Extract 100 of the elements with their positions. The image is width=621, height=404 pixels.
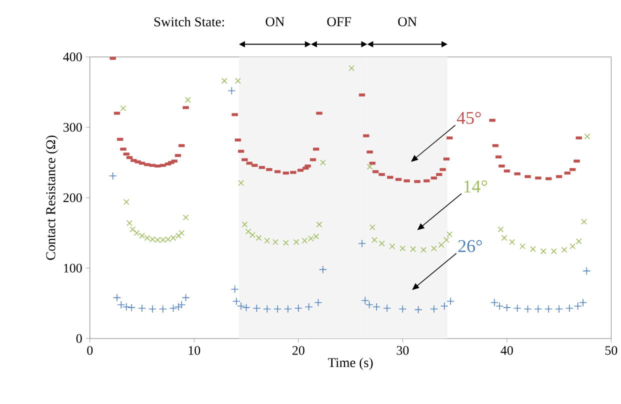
- point: [256, 234, 262, 241]
- point: [430, 304, 438, 313]
- point: [444, 236, 450, 243]
- point: [316, 221, 322, 228]
- point: [221, 78, 228, 84]
- point: [169, 304, 178, 312]
- point: [513, 304, 522, 312]
- text: Switch State:: [154, 16, 224, 26]
- point: [238, 180, 244, 186]
- point: [112, 293, 121, 302]
- point: [440, 302, 448, 310]
- point: [234, 78, 241, 84]
- point: [320, 159, 326, 166]
- point: [369, 224, 376, 230]
- point: [502, 303, 511, 312]
- x-tick-label: 10: [188, 346, 200, 355]
- point: [242, 221, 248, 228]
- point: [252, 304, 261, 312]
- x-tick-label: 20: [292, 346, 304, 355]
- point: [138, 304, 146, 312]
- point: [230, 285, 239, 294]
- point: [284, 304, 292, 313]
- band-label: OFF: [327, 16, 351, 26]
- point: [293, 238, 300, 245]
- point: [400, 245, 406, 252]
- point: [581, 218, 588, 224]
- point: [383, 304, 392, 312]
- point: [174, 302, 182, 311]
- point: [446, 297, 455, 306]
- series-label: 45°: [456, 112, 481, 124]
- point: [430, 245, 437, 252]
- point: [555, 304, 564, 313]
- point: [178, 230, 185, 236]
- point: [565, 304, 574, 312]
- point: [372, 302, 381, 311]
- point: [584, 133, 590, 140]
- point: [184, 96, 191, 103]
- point: [420, 246, 426, 253]
- x-tick-label: 0: [87, 346, 93, 355]
- point: [576, 238, 582, 244]
- point: [544, 304, 553, 313]
- point: [366, 164, 373, 170]
- point: [134, 230, 140, 236]
- point: [178, 300, 186, 309]
- point: [498, 226, 504, 232]
- point: [120, 105, 126, 112]
- point: [108, 172, 117, 180]
- point: [398, 304, 407, 313]
- y-tick-label: 0: [76, 334, 82, 343]
- point: [245, 228, 252, 234]
- point: [274, 304, 282, 313]
- point: [524, 304, 532, 313]
- x-axis-title: Time (s): [328, 357, 373, 370]
- band-label: ON: [266, 16, 284, 26]
- point: [378, 240, 385, 246]
- point: [509, 238, 516, 245]
- point: [304, 302, 313, 311]
- point: [272, 238, 278, 245]
- point: [294, 304, 302, 312]
- point: [550, 248, 557, 254]
- band-label: ON: [398, 16, 417, 26]
- point: [318, 265, 327, 274]
- point: [520, 243, 526, 250]
- point: [182, 214, 189, 220]
- point: [148, 304, 156, 313]
- point: [534, 304, 542, 313]
- point: [130, 226, 136, 232]
- point: [358, 239, 366, 248]
- text: 14°: [464, 180, 488, 192]
- point: [414, 305, 422, 314]
- x-tick-label: 50: [605, 346, 618, 355]
- y-tick-label: 200: [63, 193, 82, 202]
- text: 26°: [458, 240, 482, 252]
- point: [348, 65, 355, 71]
- point: [264, 238, 270, 244]
- point: [123, 198, 130, 205]
- y-axis-title: Contact Resistance (Ω): [46, 135, 58, 260]
- point: [282, 240, 289, 246]
- y-tick-label: 400: [63, 52, 82, 62]
- point: [182, 293, 190, 302]
- x-tick-label: 30: [396, 346, 409, 355]
- point: [250, 232, 256, 238]
- point: [501, 234, 508, 241]
- y-tick-label: 100: [64, 264, 82, 272]
- point: [446, 231, 453, 238]
- point: [579, 298, 588, 306]
- point: [438, 242, 444, 248]
- point: [540, 248, 546, 254]
- point: [570, 243, 576, 250]
- point: [126, 220, 132, 226]
- x-tick-label: 40: [500, 346, 513, 355]
- point: [128, 303, 136, 312]
- point: [372, 236, 378, 243]
- point: [389, 243, 396, 250]
- point: [158, 304, 167, 313]
- point: [263, 304, 272, 313]
- point: [582, 266, 591, 275]
- y-tick-label: 300: [64, 122, 82, 132]
- point: [574, 302, 582, 310]
- point: [561, 246, 568, 253]
